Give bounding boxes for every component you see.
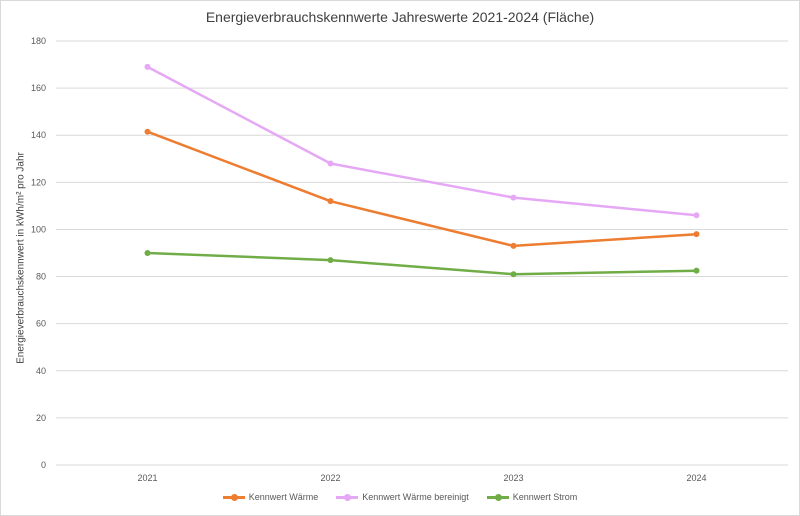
series-line	[146, 65, 698, 217]
data-point	[510, 271, 517, 278]
legend-item: Kennwert Wärme	[222, 492, 319, 502]
data-point	[327, 160, 334, 167]
series-lines	[144, 63, 700, 278]
y-tick-label: 140	[31, 130, 46, 140]
y-tick-label: 40	[36, 366, 46, 376]
data-point	[144, 63, 151, 70]
legend-label: Kennwert Strom	[512, 492, 578, 502]
series-2	[144, 63, 700, 219]
legend: Kennwert Wärme Kennwert Wärme bereinigt Ke…	[0, 492, 800, 502]
y-tick-label: 60	[36, 319, 46, 329]
y-tick-label: 160	[31, 83, 46, 93]
data-point	[327, 257, 334, 264]
y-tick-labels: 0 20 40 60 80 100 120 140 160 180	[31, 36, 46, 470]
chart-title: Energieverbrauchskennwerte Jahreswerte 2…	[205, 9, 595, 25]
y-tick-label: 80	[36, 272, 46, 282]
y-tick-label: 0	[41, 460, 46, 470]
legend-label: Kennwert Wärme bereinigt	[362, 492, 469, 502]
legend-marker	[222, 493, 245, 502]
data-point	[693, 212, 700, 219]
data-point	[693, 231, 700, 238]
legend-marker	[336, 493, 359, 502]
x-tick-label: 2023	[503, 473, 523, 483]
x-tick-label: 2022	[320, 473, 340, 483]
x-tick-label: 2024	[686, 473, 706, 483]
x-tick-labels: 2021 2022 2023 2024	[137, 473, 706, 483]
data-point	[144, 128, 151, 135]
legend-marker	[486, 493, 509, 502]
y-tick-label: 120	[31, 177, 46, 187]
x-tick-label: 2021	[137, 473, 157, 483]
legend-item: Kennwert Wärme bereinigt	[336, 492, 469, 502]
gridlines	[56, 40, 788, 466]
series-1	[144, 128, 700, 249]
series-line	[146, 130, 698, 248]
data-point	[510, 242, 517, 249]
data-point	[144, 250, 151, 256]
y-tick-label: 180	[31, 36, 46, 46]
data-point	[327, 198, 334, 205]
series-3	[144, 250, 700, 278]
legend-item: Kennwert Strom	[486, 492, 578, 502]
legend-label: Kennwert Wärme	[248, 492, 319, 502]
data-point	[693, 267, 700, 274]
y-tick-label: 20	[36, 413, 46, 423]
data-point	[510, 194, 517, 201]
y-tick-label: 100	[31, 224, 46, 234]
series-line	[146, 251, 698, 276]
